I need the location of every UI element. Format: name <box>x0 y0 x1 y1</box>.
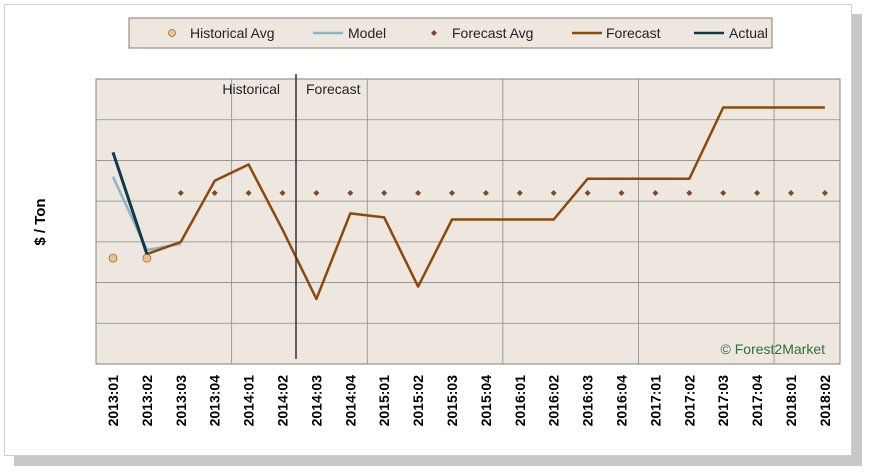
legend-label-actual: Actual <box>729 25 768 41</box>
x-tick-label: 2013:04 <box>207 375 223 427</box>
point-forecast-avg <box>482 190 489 196</box>
point-forecast-avg <box>686 190 693 196</box>
x-tick-label: 2013:01 <box>105 375 121 427</box>
x-tick-label: 2014:03 <box>308 375 324 427</box>
x-tick-label: 2016:04 <box>614 375 630 427</box>
x-tick-label: 2014:01 <box>241 375 257 427</box>
x-tick-label: 2016:03 <box>580 375 596 427</box>
point-forecast-avg <box>245 190 252 196</box>
x-tick-label: 2014:04 <box>342 375 358 427</box>
point-forecast-avg <box>381 190 388 196</box>
point-forecast-avg <box>754 190 761 196</box>
x-tick-label: 2018:02 <box>817 375 833 427</box>
point-forecast-avg <box>415 190 422 196</box>
legend-label-forecast: Forecast <box>606 25 661 41</box>
x-tick-label: 2017:02 <box>681 375 697 427</box>
point-forecast-avg <box>449 190 455 196</box>
x-tick-labels: 2013:01 2013:02 2013:03 2013:04 2014:01 2014:… <box>105 375 833 427</box>
watermark: © Forest2Market <box>721 341 826 357</box>
annotation-forecast: Forecast <box>306 81 361 97</box>
legend: Historical Avg Model Forecast Avg Forecast A… <box>168 25 768 41</box>
point-historical-avg <box>142 253 152 263</box>
x-tick-label: 2015:04 <box>478 375 494 427</box>
annotation-historical: Historical <box>222 81 280 97</box>
legend-key-historical-avg <box>168 29 176 37</box>
point-forecast-avg <box>550 190 557 196</box>
point-historical-avg <box>108 253 118 263</box>
x-tick-label: 2015:03 <box>444 375 460 427</box>
point-forecast-avg <box>788 190 794 196</box>
point-forecast-avg <box>211 190 218 196</box>
legend-label-historical-avg: Historical Avg <box>190 25 275 41</box>
legend-label-model: Model <box>348 25 386 41</box>
series-layer <box>108 106 828 301</box>
point-forecast-avg <box>279 190 286 196</box>
x-tick-label: 2017:03 <box>715 375 731 427</box>
x-tick-label: 2016:02 <box>546 375 562 427</box>
point-forecast-avg <box>618 190 625 196</box>
point-forecast-avg <box>177 190 184 196</box>
plot-area <box>95 78 841 365</box>
legend-key-forecast-avg <box>431 30 437 36</box>
series-line-actual <box>111 151 149 255</box>
y-axis-title: $ / Ton <box>32 198 49 245</box>
x-tick-label: 2017:01 <box>647 375 663 427</box>
legend-label-forecast-avg: Forecast Avg <box>452 25 533 41</box>
legend-box <box>128 17 773 49</box>
x-tick-label: 2018:01 <box>783 375 799 427</box>
point-forecast-avg <box>516 190 523 196</box>
point-forecast-avg <box>313 190 320 196</box>
x-tick-label: 2013:03 <box>173 375 189 427</box>
x-tick-label: 2015:02 <box>410 375 426 427</box>
x-tick-label: 2015:01 <box>376 375 392 427</box>
point-forecast-avg <box>347 190 354 196</box>
x-tick-label: 2017:04 <box>749 375 765 427</box>
x-tick-label: 2016:01 <box>512 375 528 427</box>
series-line-forecast <box>146 106 825 301</box>
point-forecast-avg <box>720 190 727 196</box>
point-forecast-avg <box>584 190 591 196</box>
x-tick-label: 2014:02 <box>275 375 291 427</box>
x-tick-label: 2013:02 <box>139 375 155 427</box>
point-forecast-avg <box>821 190 828 196</box>
grid <box>96 79 840 364</box>
point-forecast-avg <box>652 190 659 196</box>
